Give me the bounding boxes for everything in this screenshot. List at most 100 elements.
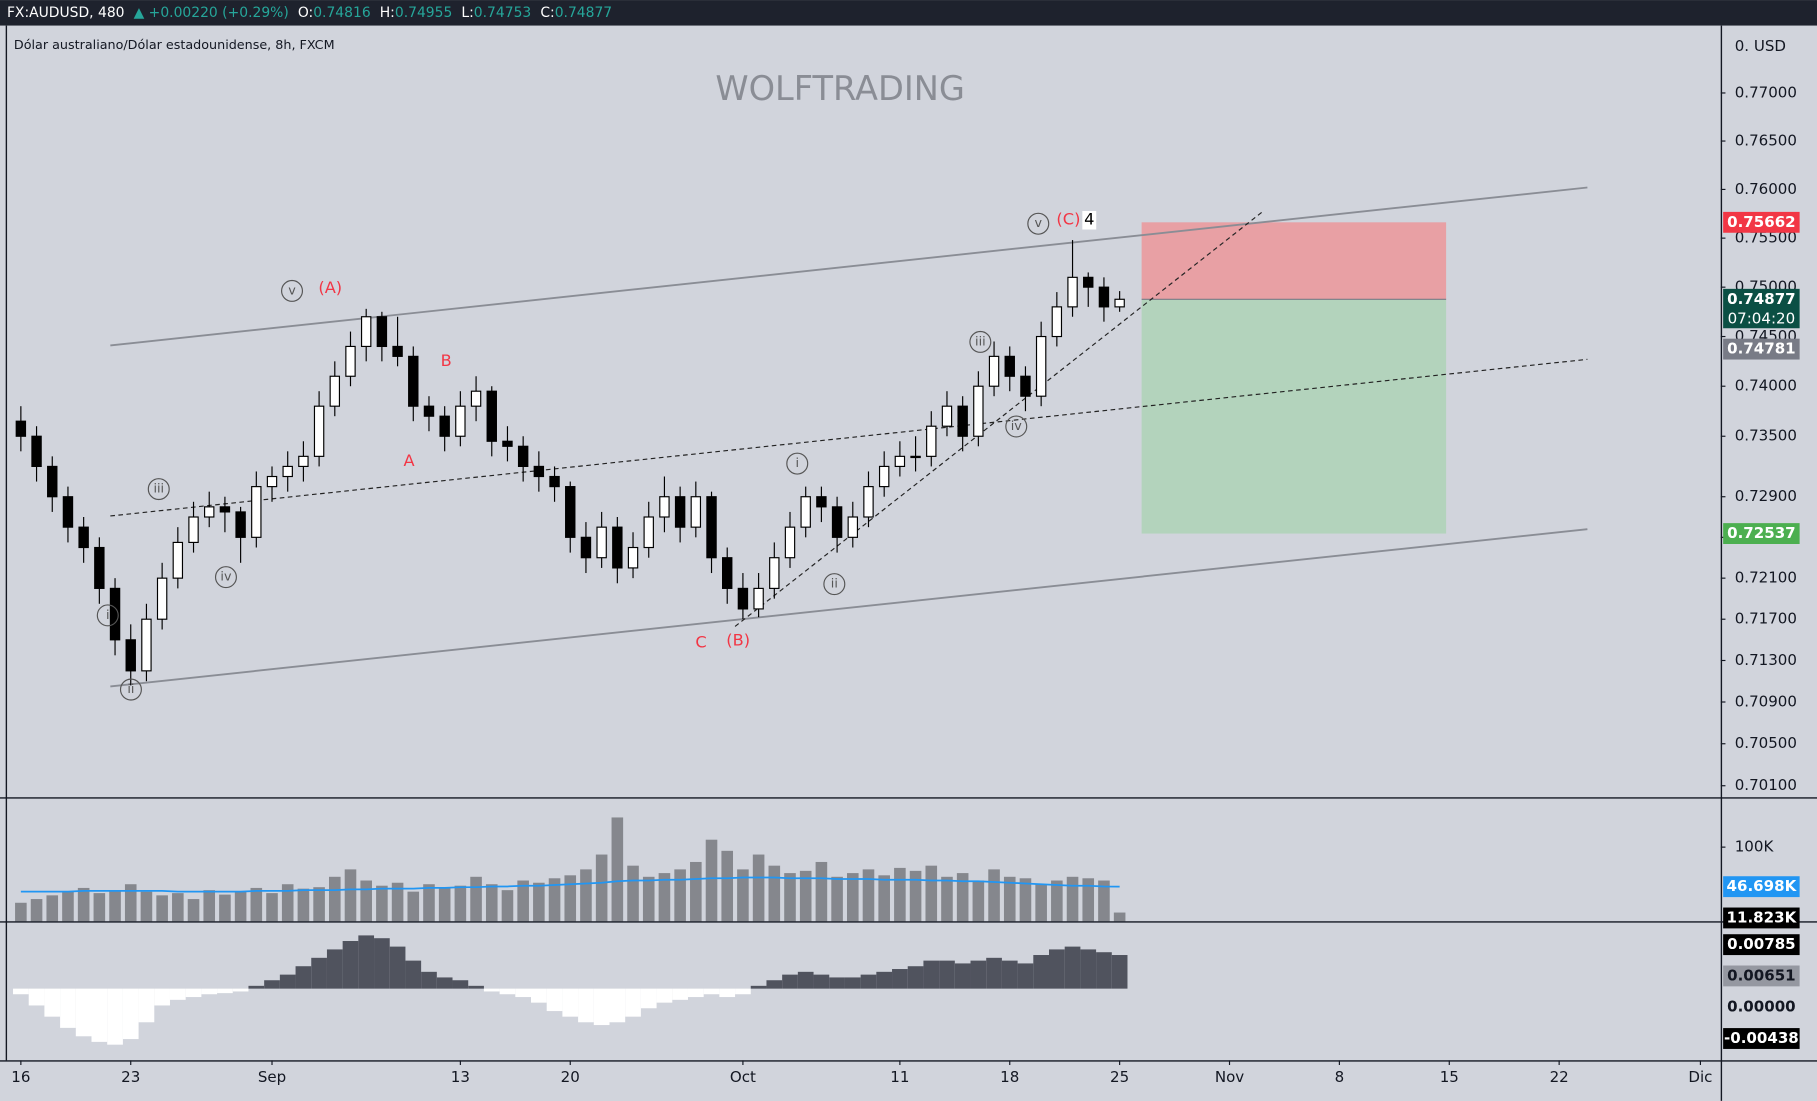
volume-bar: [1019, 878, 1032, 922]
candle-body: [1098, 286, 1110, 308]
volume-bar: [517, 880, 529, 922]
macd-bar: [483, 988, 500, 992]
volume-bar: [297, 888, 310, 922]
macd-bar: [1048, 949, 1065, 989]
candle-body: [282, 465, 293, 478]
wave-circle: [214, 566, 237, 589]
candle-body: [737, 587, 749, 610]
wave-circle: [119, 678, 142, 701]
volume-bar: [658, 873, 671, 922]
macd-bar: [578, 988, 594, 1023]
target-zone: [1141, 299, 1447, 534]
macd-bar: [342, 941, 359, 989]
wave-circle: [1005, 415, 1028, 438]
volume-bar: [172, 893, 184, 922]
macd-bar: [703, 988, 720, 995]
volume-bar: [501, 890, 514, 922]
volume-bar: [1051, 880, 1063, 922]
macd-bar: [970, 960, 987, 989]
candle-body: [831, 506, 843, 538]
macd-bar: [782, 974, 798, 989]
y-tick-label: 0.72100: [1735, 569, 1797, 587]
y-tick-label: 0.70500: [1735, 734, 1797, 752]
macd-bar: [1080, 949, 1097, 989]
volume-bar: [1113, 912, 1126, 922]
price-tag-bg: [1723, 523, 1800, 544]
ohlc-label: C:: [540, 5, 554, 21]
wave-label: (B): [726, 630, 750, 649]
candle-body: [502, 440, 513, 447]
macd-bar: [923, 960, 940, 989]
candle-body: [1004, 355, 1015, 377]
trend-line: [734, 211, 1263, 627]
macd-bar: [640, 988, 657, 1009]
volume-bar: [156, 895, 168, 922]
price-tag-bg: [1723, 338, 1800, 360]
macd-bar: [892, 969, 908, 989]
volume-bar: [862, 869, 875, 922]
currency: 0. USD: [1735, 37, 1786, 55]
volume-bar: [627, 865, 639, 922]
price-tag-bg: [1723, 288, 1800, 329]
macd-bar: [248, 985, 265, 989]
wave-label: iv: [1011, 419, 1023, 434]
macd-bar: [311, 957, 327, 989]
candle-body: [816, 496, 827, 508]
candle-body: [376, 316, 388, 348]
candle-body: [910, 455, 921, 459]
macd-bar: [1001, 960, 1018, 989]
y-tick-label: 0.75500: [1735, 229, 1797, 247]
volume-bar: [281, 884, 294, 922]
volume-bar: [124, 884, 137, 922]
x-tick-label: 20: [561, 1068, 580, 1086]
volume-bar: [344, 869, 357, 922]
macd-bar: [60, 988, 76, 1028]
watermark: WOLFTRADING: [715, 69, 965, 108]
candle-body: [1020, 375, 1031, 397]
volume-bar: [329, 876, 341, 922]
candle-body: [345, 345, 356, 377]
macd-bar: [1033, 955, 1049, 989]
change: ▲ +0.00220 (+0.29%): [134, 5, 289, 21]
stop-zone: [1141, 222, 1447, 300]
wave-label: (A): [318, 278, 342, 297]
volume-bar: [580, 869, 592, 922]
wave-label: iii: [975, 334, 986, 349]
macd-bar: [436, 977, 453, 989]
candle-body: [94, 546, 105, 589]
price-tag: 0.72537: [1727, 524, 1796, 542]
candle-body: [988, 355, 1000, 387]
candle-body: [31, 435, 42, 468]
volume-bar: [846, 873, 859, 922]
candle-body: [517, 445, 529, 468]
price-tag: 0.74877: [1727, 290, 1796, 308]
macd-tag: 0.00651: [1727, 966, 1796, 984]
volume-bar: [470, 876, 482, 922]
wave-label: B: [441, 351, 452, 370]
x-tick-label: 13: [451, 1068, 470, 1086]
macd-bar: [656, 988, 673, 1003]
volume-bar: [737, 869, 749, 922]
candle-body: [455, 405, 466, 437]
x-tick-label: Oct: [730, 1068, 756, 1086]
x-tick-label: 18: [1000, 1068, 1019, 1086]
candle-body: [47, 465, 58, 498]
volume-bar: [941, 876, 953, 922]
macd-bar: [326, 949, 343, 989]
macd-bar: [860, 974, 877, 989]
wave-circle: [1027, 212, 1050, 235]
macd-bar: [719, 988, 736, 998]
macd-bar: [876, 971, 893, 989]
macd-bar: [185, 988, 202, 998]
candle-body: [470, 390, 482, 407]
volume-bar: [925, 865, 938, 922]
header: FX:AUDUSD, 480 ▲ +0.00220 (+0.29%) O:0.7…: [7, 5, 612, 21]
macd-bar: [1017, 963, 1034, 989]
plot: 0.770000.765000.760000.755000.750000.745…: [11, 83, 1797, 1086]
candle-body: [706, 496, 717, 559]
macd-bar: [279, 974, 296, 989]
macd-bar: [750, 985, 767, 989]
candle-body: [392, 345, 403, 357]
candle-body: [784, 526, 796, 559]
